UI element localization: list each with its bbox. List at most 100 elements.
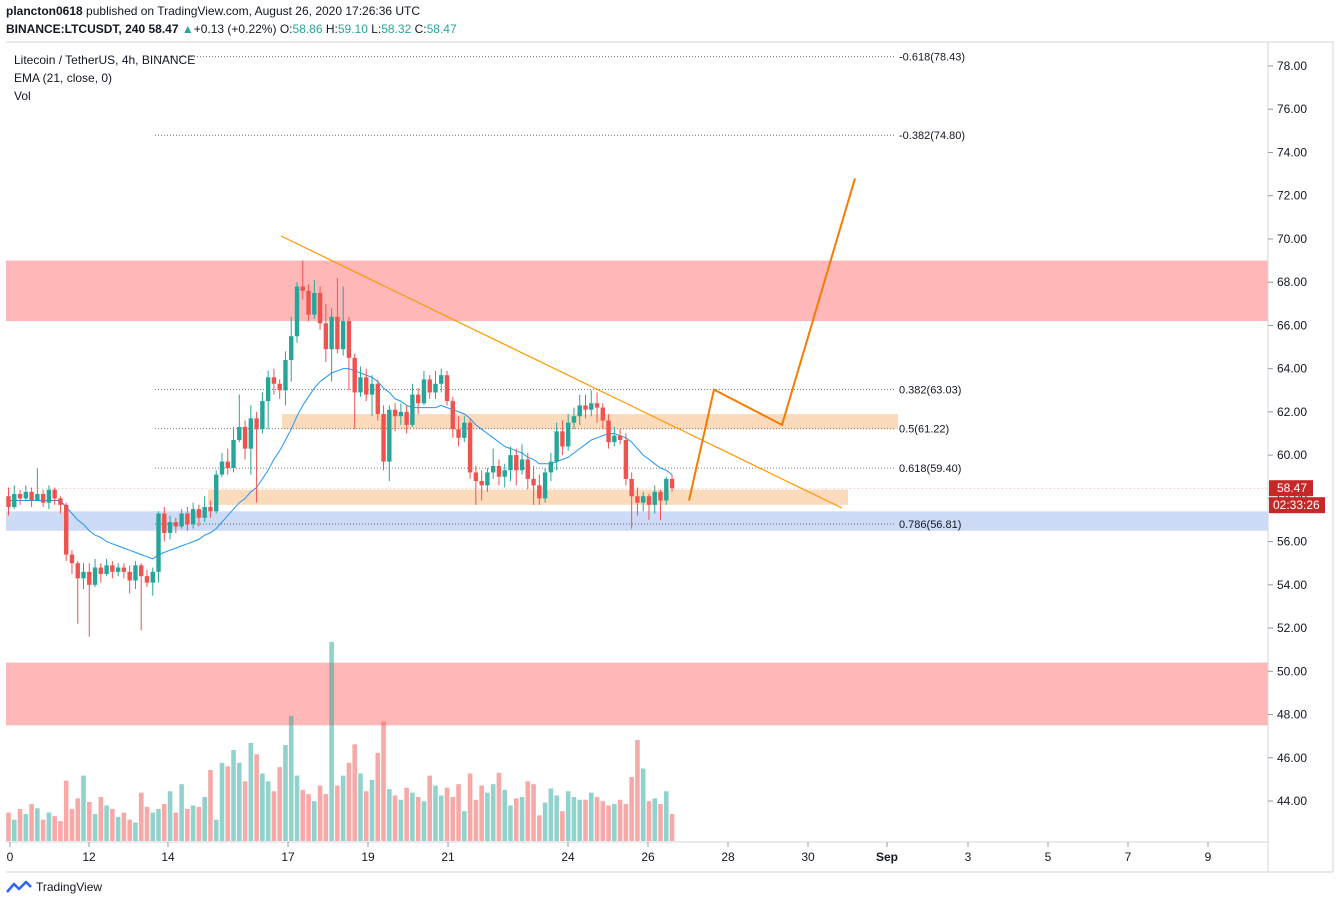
volume-bar	[317, 785, 323, 841]
candle	[185, 507, 190, 531]
candle	[496, 459, 502, 486]
volume-bar	[663, 791, 669, 841]
candle-body	[208, 507, 213, 512]
volume-bar	[363, 791, 369, 841]
candle	[35, 468, 40, 501]
candle-body	[271, 377, 277, 384]
volume-bar	[640, 768, 646, 841]
volume-bar	[225, 766, 231, 841]
volume-bar	[161, 804, 167, 841]
candle	[156, 511, 161, 583]
last-price: 58.47	[148, 22, 179, 36]
legend-vol: Vol	[14, 89, 31, 103]
volume-bar	[588, 792, 594, 841]
candle-body	[358, 377, 363, 393]
candle	[623, 433, 629, 486]
candle-body	[439, 375, 444, 384]
candle-body	[248, 418, 254, 449]
candle-body	[167, 522, 173, 533]
x-tick-label: 17	[281, 850, 295, 864]
volume-bar	[329, 642, 334, 841]
volume-bar	[479, 785, 484, 841]
last-price-tag-label: 58.47	[1277, 481, 1307, 495]
volume-bar	[260, 773, 265, 841]
candle-body	[162, 513, 167, 533]
candle	[606, 414, 611, 449]
volume-bar	[415, 796, 421, 841]
candle	[92, 558, 98, 587]
candle	[87, 563, 92, 637]
candle	[652, 485, 657, 514]
candle-body	[612, 435, 617, 443]
candle-body	[179, 513, 184, 527]
candle	[490, 448, 496, 479]
candle	[444, 370, 450, 406]
candle	[485, 468, 490, 492]
candle-body	[369, 383, 375, 395]
candle	[40, 489, 46, 507]
candle-body	[81, 571, 86, 579]
brand[interactable]: TradingView	[6, 880, 102, 894]
volume-bar	[300, 789, 306, 841]
volume-bar	[381, 721, 386, 841]
volume-bar	[167, 791, 173, 841]
x-tick-label: 24	[561, 850, 575, 864]
candle-body	[387, 409, 392, 462]
candle-body	[35, 494, 40, 501]
candle-body	[225, 461, 230, 469]
volume-bar	[485, 792, 490, 841]
publisher-name[interactable]: plancton0618	[6, 4, 83, 18]
candle	[260, 392, 265, 434]
candle-body	[456, 429, 461, 438]
volume-bar	[410, 792, 415, 841]
countdown-tag-label: 02:33:26	[1273, 498, 1320, 512]
candle-body	[606, 420, 611, 443]
candle-body	[139, 565, 144, 577]
candle-body	[115, 567, 121, 572]
candle	[635, 487, 640, 516]
published-text: published on TradingView.com, August 26,…	[86, 4, 421, 18]
candle	[467, 418, 473, 479]
candle-body	[87, 571, 92, 585]
y-tick-label: 76.00	[1277, 102, 1307, 116]
candle	[225, 448, 230, 475]
volume-bar	[63, 780, 69, 841]
volume-bar	[144, 806, 150, 841]
volume-bar	[81, 775, 86, 841]
volume-bar	[565, 791, 571, 841]
y-tick-label: 70.00	[1277, 232, 1307, 246]
candle-body	[577, 405, 582, 417]
x-tick-label: 14	[161, 850, 175, 864]
volume-bar	[138, 792, 144, 841]
candle-body	[537, 485, 542, 499]
candle-body	[104, 565, 109, 575]
volume-bar	[35, 808, 40, 841]
volume-bar	[11, 819, 17, 841]
candle-body	[467, 422, 473, 473]
close-label: C:	[414, 22, 427, 36]
candle	[531, 465, 536, 505]
candle	[410, 383, 415, 428]
volume-bar	[531, 784, 536, 841]
candle-body	[335, 316, 340, 350]
volume-bar	[513, 798, 519, 841]
volume-bar	[450, 796, 456, 841]
volume-bar	[196, 806, 202, 841]
fib-level-label: -0.618(78.43)	[899, 52, 965, 64]
volume-bar	[548, 788, 554, 841]
volume-bar	[75, 798, 81, 841]
candle-body	[133, 565, 138, 581]
candle-body	[29, 491, 34, 501]
candle-body	[127, 571, 132, 581]
volume-bar	[40, 819, 46, 841]
candle-body	[190, 509, 196, 525]
volume-bar	[283, 745, 288, 841]
candle	[133, 561, 138, 590]
volume-bar	[438, 795, 444, 841]
candle-body	[635, 496, 640, 503]
y-tick-label: 72.00	[1277, 189, 1307, 203]
volume-bar	[525, 781, 531, 841]
candle-body	[496, 465, 502, 477]
open-value: 58.86	[292, 22, 323, 36]
